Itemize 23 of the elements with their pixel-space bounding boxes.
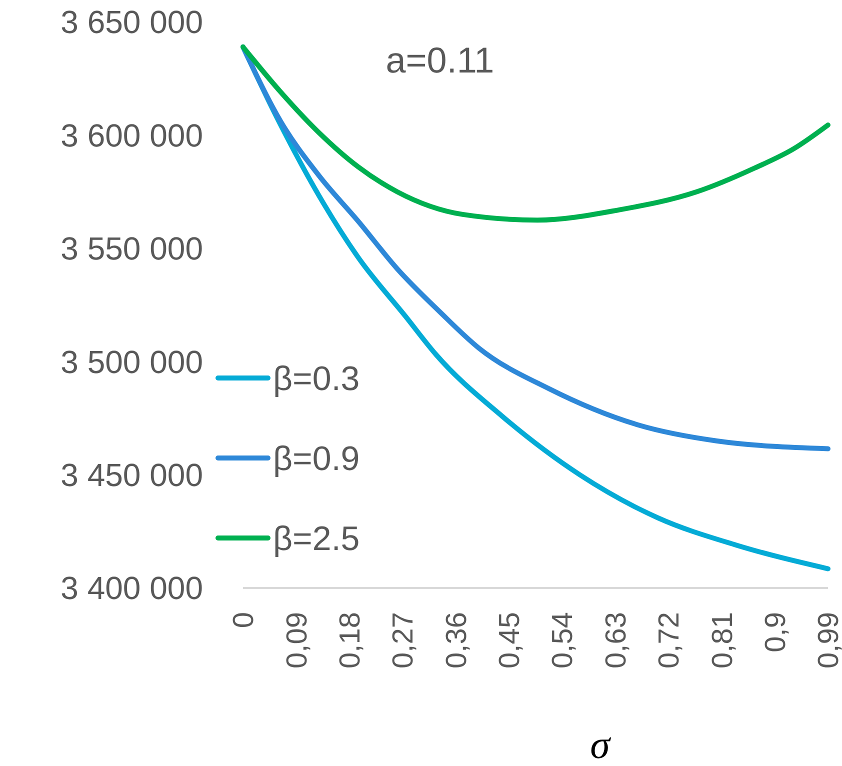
y-tick-label: 3 500 000	[60, 344, 203, 380]
annotation: a=0.11	[386, 40, 494, 81]
x-tick-label: 0,99	[813, 612, 842, 668]
legend-label: β=0.9	[273, 440, 360, 478]
x-tick-label: 0	[228, 612, 260, 628]
x-tick-label: 0,9	[760, 612, 792, 652]
legend-label: β=2.5	[273, 520, 360, 558]
x-axis-title: σ	[590, 722, 612, 766]
x-tick-label: 0,18	[334, 612, 367, 668]
x-tick-label: 0,72	[654, 612, 686, 668]
y-tick-label: 3 400 000	[60, 570, 203, 606]
y-tick-label: 3 600 000	[60, 117, 203, 154]
y-tick-label: 3 550 000	[60, 230, 203, 267]
legend-label: β=0.3	[273, 360, 360, 398]
y-tick-label: 3 450 000	[60, 457, 203, 493]
x-tick-label: 0,63	[600, 612, 632, 668]
x-tick-label: 0,09	[281, 612, 314, 668]
x-tick-label: 0,54	[547, 612, 580, 668]
y-tick-label: 3 650 000	[60, 4, 203, 40]
x-tick-label: 0,27	[388, 612, 420, 668]
x-tick-label: 0,36	[440, 612, 473, 668]
x-tick-label: 0,81	[706, 612, 739, 668]
x-tick-label: 0,45	[494, 612, 526, 668]
